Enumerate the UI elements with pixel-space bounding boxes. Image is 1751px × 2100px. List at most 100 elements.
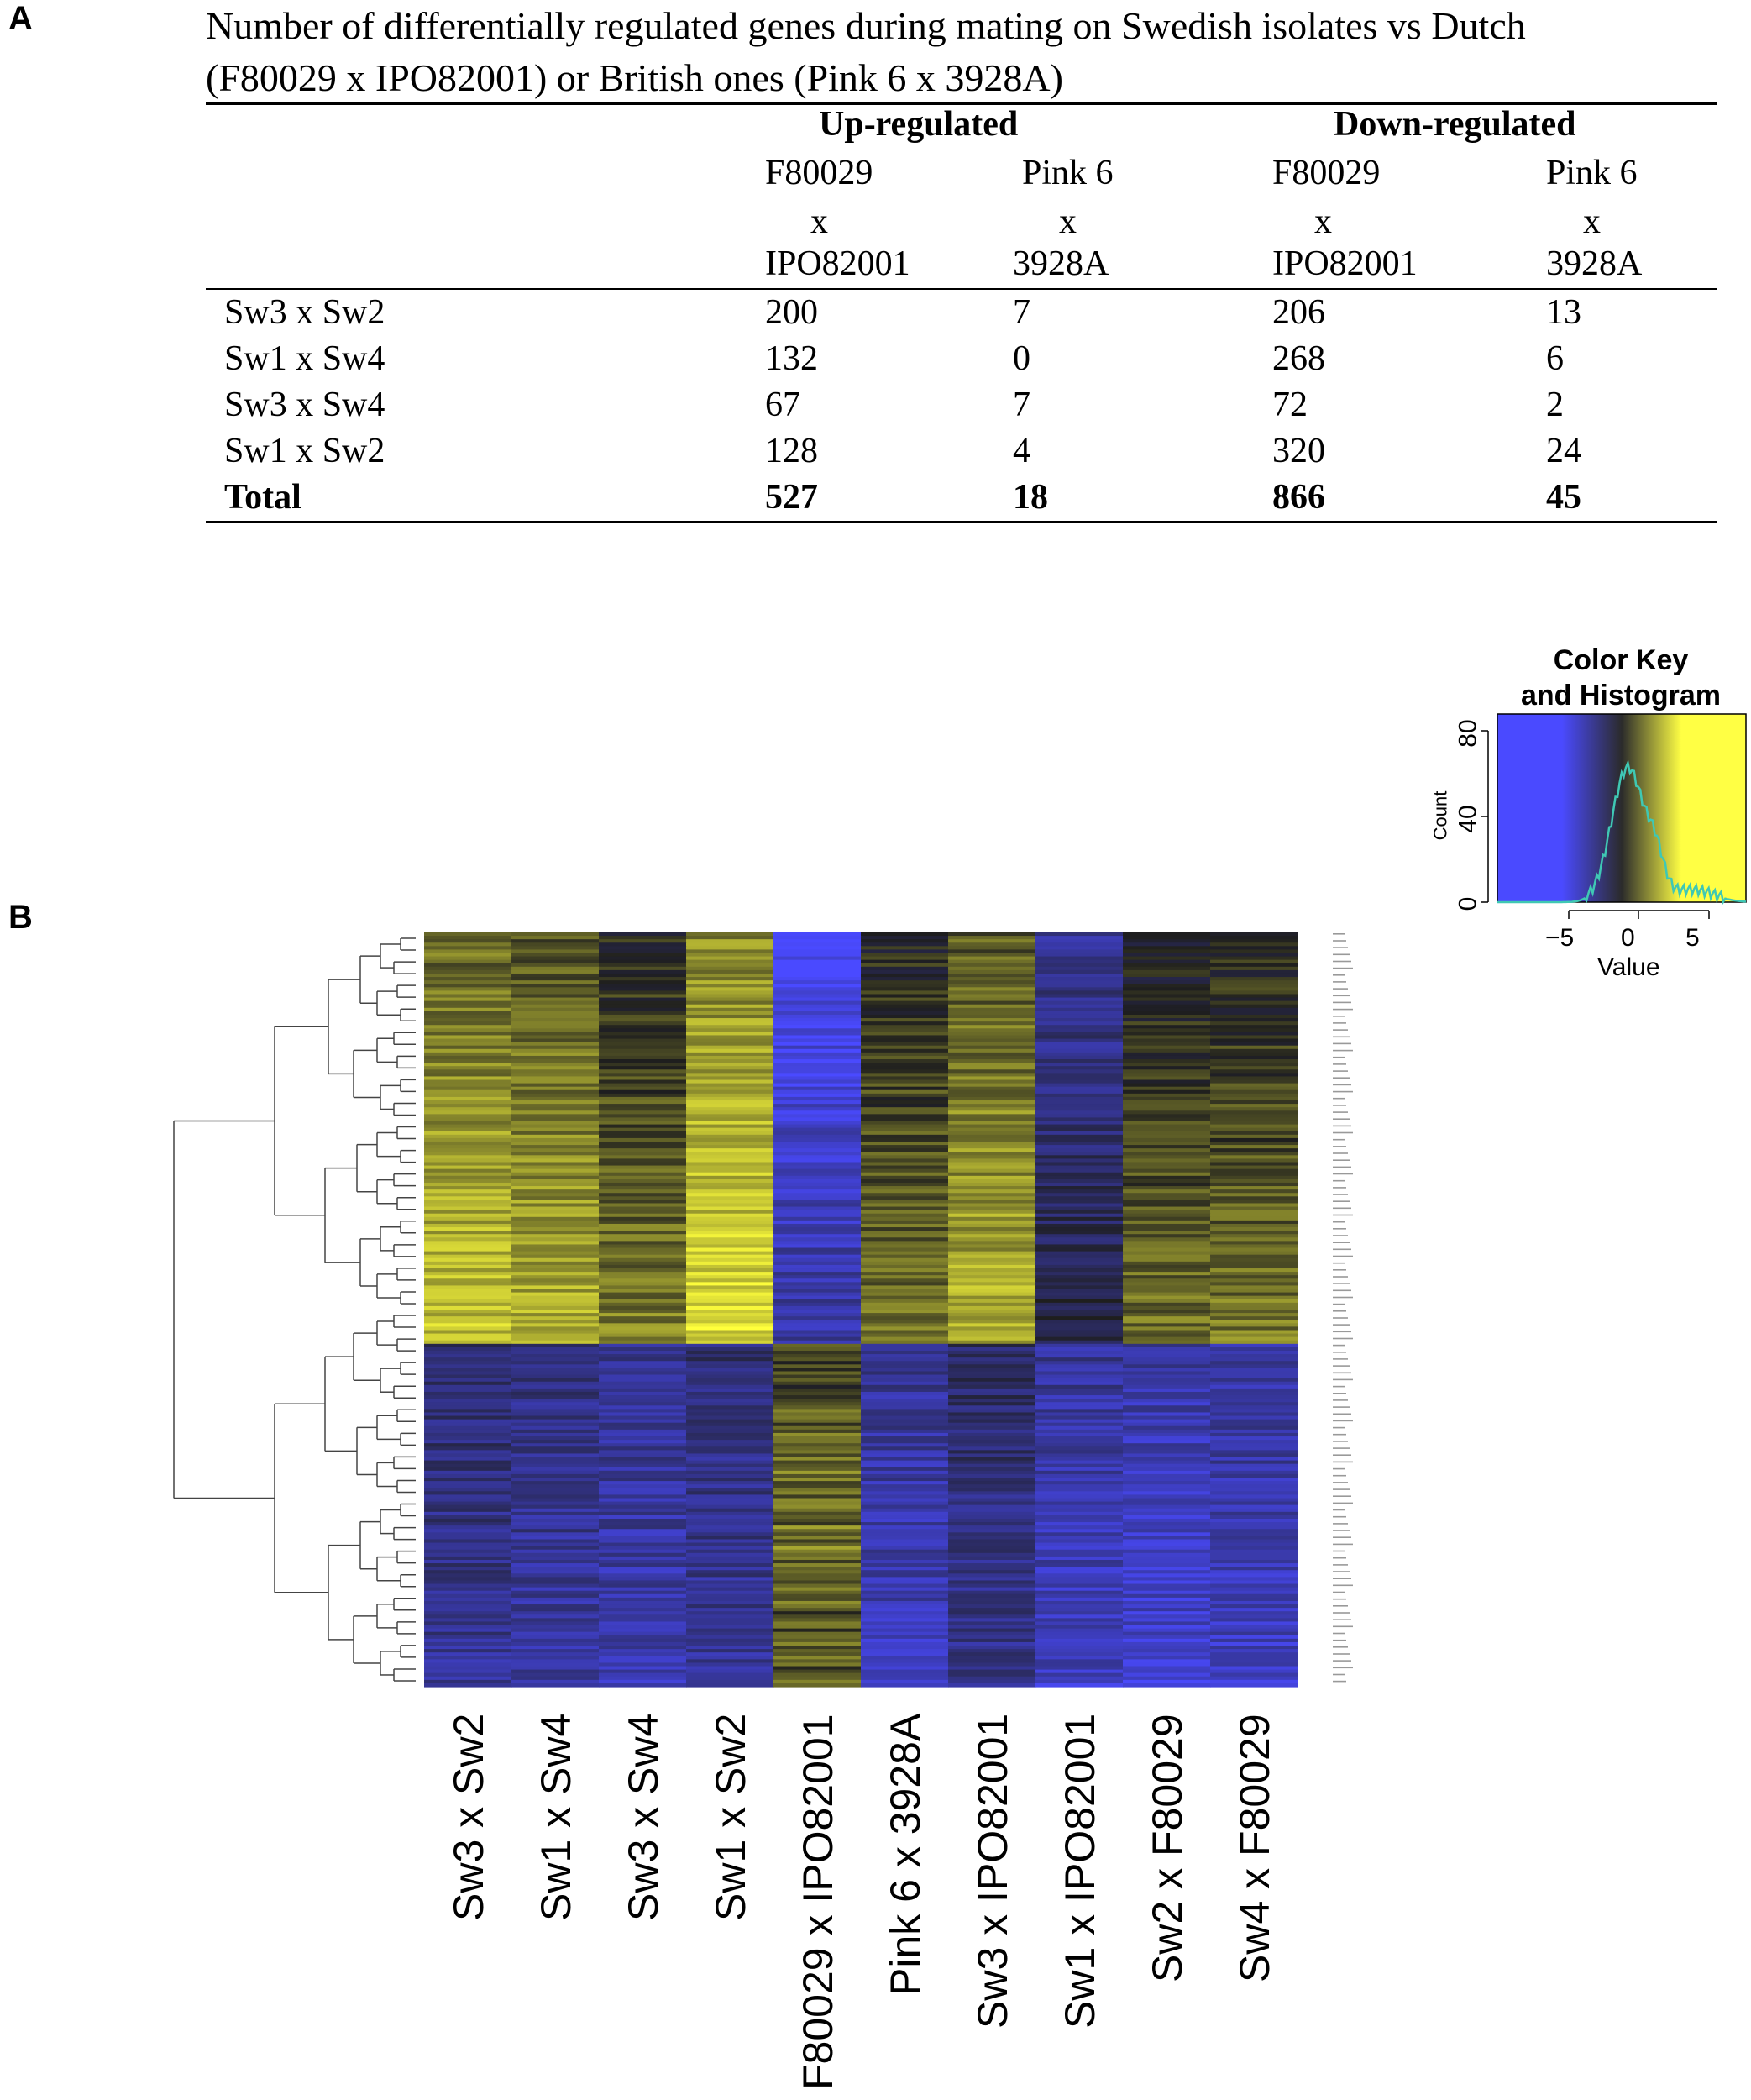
heatmap-cell bbox=[948, 1646, 1036, 1650]
heatmap-cell bbox=[686, 1210, 774, 1215]
heatmap-cell bbox=[599, 1137, 687, 1142]
heatmap-cell bbox=[773, 1272, 862, 1276]
heatmap-cell bbox=[1123, 1244, 1211, 1249]
heatmap-cell bbox=[599, 1618, 687, 1623]
heatmap-cell bbox=[424, 953, 512, 958]
heatmap-cell bbox=[1123, 1220, 1211, 1225]
heatmap-cell bbox=[686, 1045, 774, 1050]
heatmap-cell bbox=[511, 1368, 600, 1373]
heatmap-cell bbox=[861, 1470, 949, 1475]
heatmap-cell bbox=[686, 1152, 774, 1156]
heatmap-cell bbox=[686, 1666, 774, 1671]
heatmap-cell bbox=[599, 1481, 687, 1485]
heatmap-cell bbox=[948, 1604, 1036, 1609]
heatmap-cell bbox=[424, 1285, 512, 1290]
heatmap-cell bbox=[861, 1432, 949, 1437]
heatmap-cell bbox=[773, 1652, 862, 1656]
heatmap-cell bbox=[424, 1032, 512, 1037]
heatmap-cell bbox=[1210, 1361, 1298, 1365]
heatmap-cell bbox=[1123, 1597, 1211, 1602]
heatmap-cell bbox=[686, 1683, 774, 1688]
heatmap-cell bbox=[511, 1683, 600, 1688]
heatmap-cell bbox=[1123, 1625, 1211, 1630]
heatmap-cell bbox=[948, 1107, 1036, 1111]
heatmap-cell bbox=[861, 1587, 949, 1592]
heatmap-cell bbox=[773, 1621, 862, 1626]
heatmap-cell bbox=[511, 1350, 600, 1355]
heatmap-cell bbox=[686, 1104, 774, 1108]
heatmap-cell bbox=[599, 1374, 687, 1379]
heatmap-cell bbox=[773, 1552, 862, 1557]
heatmap-cell bbox=[1123, 1196, 1211, 1200]
heatmap-cell bbox=[861, 939, 949, 943]
heatmap-cell bbox=[511, 1347, 600, 1352]
heatmap-cell bbox=[948, 1007, 1036, 1012]
heatmap-cell bbox=[1035, 1593, 1124, 1599]
heatmap-cell bbox=[599, 1343, 687, 1348]
heatmap-cell bbox=[773, 1320, 862, 1324]
heatmap-cell bbox=[511, 1196, 600, 1200]
heatmap-cell bbox=[861, 1539, 949, 1544]
heatmap-cell bbox=[1210, 1336, 1298, 1341]
heatmap-cell bbox=[424, 1473, 512, 1478]
heatmap-cell bbox=[861, 1419, 949, 1424]
heatmap-cell bbox=[599, 1662, 687, 1667]
heatmap-cell bbox=[599, 1683, 687, 1688]
heatmap-cell bbox=[511, 1165, 600, 1170]
heatmap-cell bbox=[511, 1559, 600, 1564]
heatmap-cell bbox=[948, 1299, 1036, 1304]
heatmap-cell bbox=[686, 1443, 774, 1447]
heatmap-cell bbox=[1210, 1409, 1298, 1414]
heatmap-cell bbox=[599, 1549, 687, 1554]
heatmap-cell bbox=[686, 1100, 774, 1105]
heatmap-cell bbox=[1035, 1384, 1124, 1389]
heatmap-cell bbox=[861, 1018, 949, 1022]
heatmap-cell bbox=[1123, 1104, 1211, 1108]
heatmap-cell bbox=[1035, 1608, 1124, 1612]
heatmap-cell bbox=[686, 1446, 774, 1451]
heatmap-cell bbox=[686, 1096, 774, 1101]
heatmap-cell bbox=[1123, 1038, 1211, 1043]
heatmap-cell bbox=[511, 942, 600, 947]
heatmap-cell bbox=[686, 1137, 774, 1142]
heatmap-cell bbox=[861, 1158, 949, 1163]
heatmap-cell bbox=[1035, 1117, 1124, 1122]
heatmap-cell bbox=[511, 1032, 600, 1037]
heatmap-cell bbox=[1035, 1522, 1124, 1526]
heatmap-cell bbox=[1210, 1415, 1298, 1420]
heatmap-cell bbox=[861, 1409, 949, 1414]
heatmap-cell bbox=[599, 1354, 687, 1358]
heatmap-cell bbox=[861, 1295, 949, 1300]
heatmap-cell bbox=[1123, 1371, 1211, 1376]
heatmap-cell bbox=[424, 980, 512, 984]
heatmap-cell bbox=[424, 1110, 512, 1115]
heatmap-cell bbox=[424, 1597, 512, 1602]
heatmap-cell bbox=[948, 1000, 1036, 1005]
heatmap-cell bbox=[773, 1152, 862, 1156]
heatmap-cell bbox=[1123, 932, 1211, 937]
heatmap-cell bbox=[1210, 990, 1298, 995]
heatmap-cell bbox=[948, 1570, 1036, 1574]
heatmap-cell bbox=[1123, 1391, 1211, 1396]
heatmap-cell bbox=[773, 1333, 862, 1338]
heatmap-cell bbox=[511, 1213, 600, 1218]
heatmap-cell bbox=[1035, 1666, 1124, 1671]
heatmap-cell bbox=[511, 1419, 600, 1424]
heatmap-cell bbox=[1123, 1216, 1211, 1221]
heatmap-cell bbox=[1210, 1525, 1298, 1530]
heatmap-cell bbox=[424, 936, 512, 940]
heatmap-cell bbox=[511, 1086, 600, 1091]
heatmap-cell bbox=[424, 1567, 512, 1571]
heatmap-cell bbox=[599, 1162, 687, 1167]
heatmap-cell bbox=[424, 1412, 512, 1417]
heatmap-cell bbox=[773, 1028, 862, 1032]
heatmap-cell bbox=[1035, 1299, 1124, 1304]
heatmap-cell bbox=[511, 1210, 600, 1215]
heatmap-cell bbox=[1035, 1035, 1124, 1040]
heatmap-cell bbox=[511, 1608, 600, 1612]
heatmap-cell bbox=[1123, 1443, 1211, 1447]
heatmap-cell bbox=[511, 1282, 600, 1287]
heatmap-cell bbox=[948, 1096, 1036, 1101]
heatmap-cell bbox=[1035, 1021, 1124, 1026]
heatmap-cell bbox=[861, 1391, 949, 1396]
